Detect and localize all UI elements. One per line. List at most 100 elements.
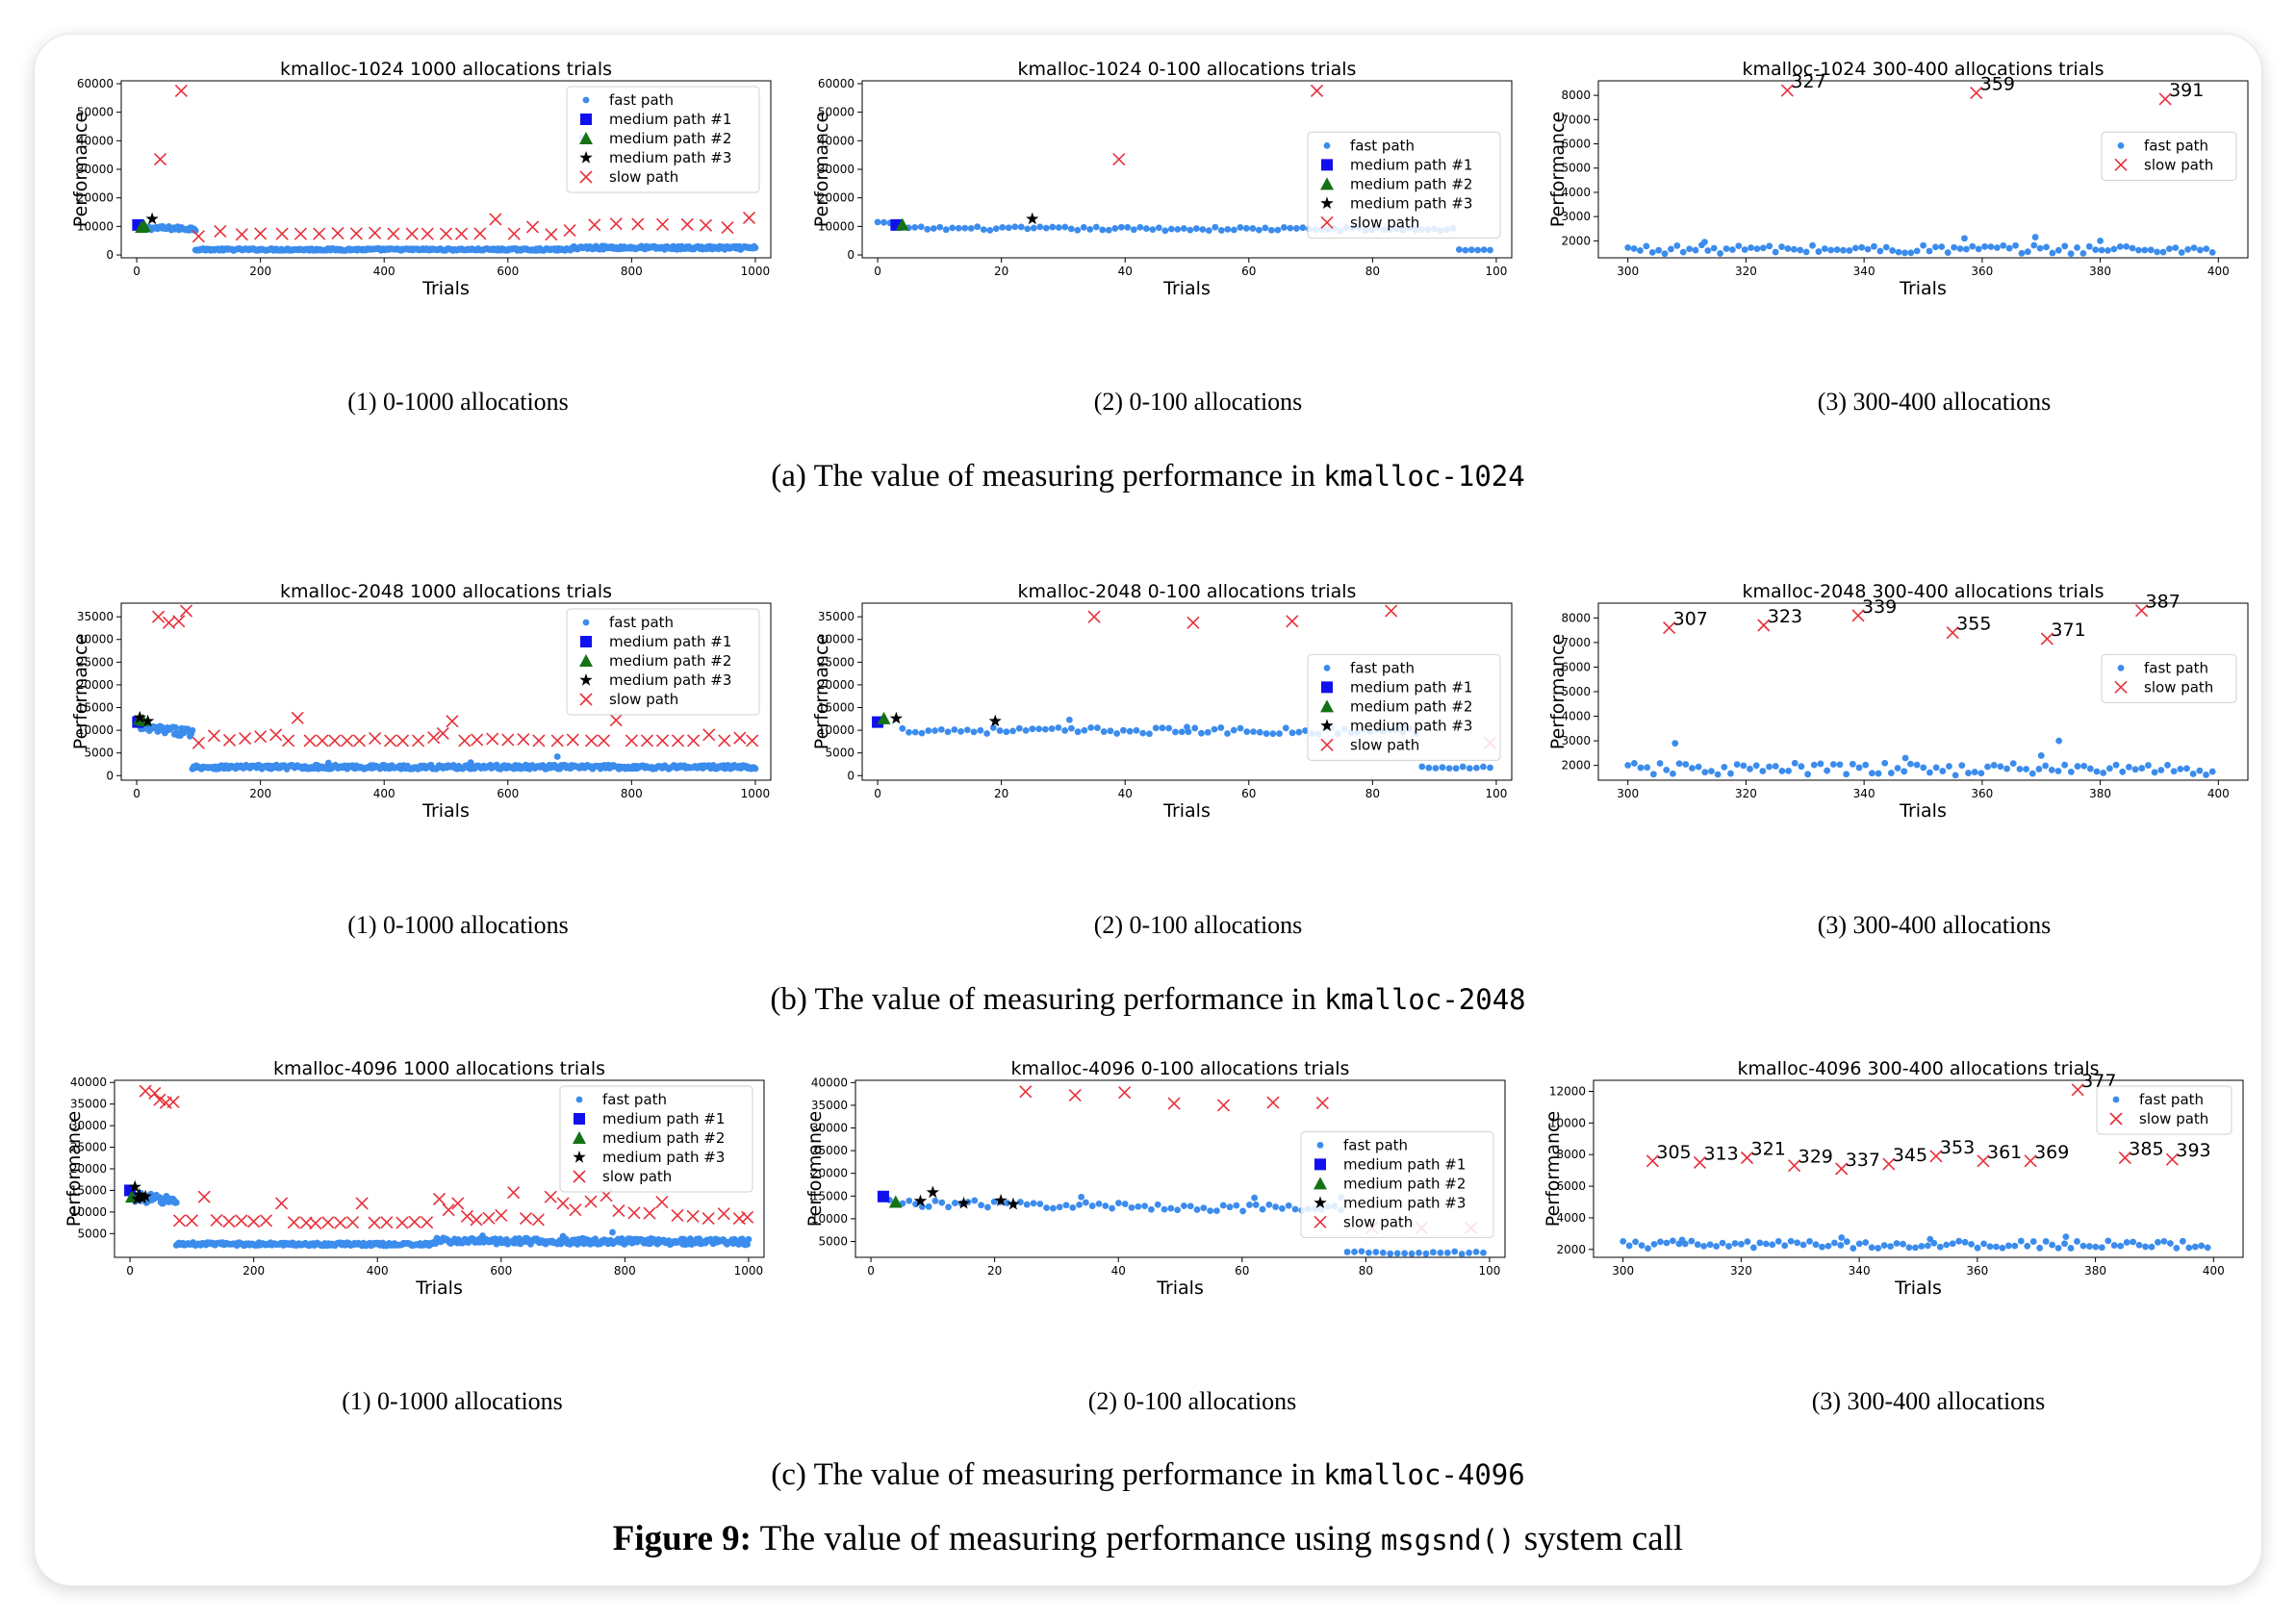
fast-path-point (1282, 724, 1289, 732)
fast-path-point (1251, 1194, 1259, 1202)
fast-path-point (2167, 1240, 2174, 1247)
slow-path-point (643, 1206, 656, 1220)
point-annotation: 353 (1940, 1137, 1975, 1158)
y-tick-label: 7000 (1561, 636, 1591, 649)
slow-path-point (1266, 1096, 1280, 1109)
fast-path-point (2189, 771, 2197, 777)
fast-path-point (1061, 223, 1069, 231)
x-tick-label: 360 (1971, 787, 1993, 800)
fast-path-point (1086, 226, 1094, 233)
y-tick-label: 8000 (1556, 1148, 1586, 1161)
fast-path-point (1082, 1199, 1089, 1206)
fast-path-point (1167, 1204, 1175, 1212)
fast-path-point (2061, 1240, 2068, 1248)
legend-label: fast path (2139, 1091, 2204, 1108)
fast-path-point (1864, 245, 1872, 253)
slow-path-point (1645, 1154, 1659, 1168)
fast-path-point (752, 244, 759, 252)
slow-path-point (334, 1216, 347, 1229)
slow-path-point (702, 728, 716, 742)
fast-path-point (1102, 1202, 1110, 1209)
y-tick-label: 35000 (70, 1098, 107, 1111)
fast-path-point (2183, 765, 2190, 772)
slow-path-point (2024, 1154, 2037, 1168)
x-axis-label: Trials (1162, 800, 1211, 822)
slow-path-point (408, 1215, 421, 1228)
slow-path-point (627, 1206, 641, 1220)
point-annotation: 385 (2129, 1139, 2163, 1160)
fast-path-point (2012, 241, 2019, 249)
y-tick-label: 35000 (77, 610, 114, 623)
fast-path-point (1178, 728, 1186, 736)
fast-path-point (1791, 759, 1799, 767)
fast-path-point (1993, 1243, 2000, 1251)
fast-path-point (1753, 245, 1761, 253)
fast-path-point (1663, 1239, 1671, 1247)
fast-path-point (1005, 224, 1012, 232)
fast-path-point (942, 226, 950, 234)
y-tick-label: 10000 (818, 723, 855, 737)
fast-path-point (2011, 1242, 2019, 1250)
y-tick-label: 50000 (77, 106, 114, 119)
fast-path-point (1958, 762, 1966, 770)
fast-path-point (1458, 1251, 1466, 1257)
y-tick-label: 10000 (811, 1212, 848, 1226)
fast-path-point (1467, 246, 1475, 254)
slow-path-point (2040, 632, 2054, 645)
fast-path-point (1067, 724, 1075, 732)
y-axis-label: Performance (811, 634, 832, 749)
slow-path-point (718, 734, 731, 747)
fast-path-point (2123, 242, 2130, 250)
fast-path-point (1749, 1244, 1757, 1252)
point-annotation: 345 (1893, 1145, 1927, 1166)
slow-path-point (299, 1216, 313, 1229)
fast-path-point (924, 225, 931, 233)
fast-path-point (1062, 1202, 1070, 1209)
fast-path-point (1901, 768, 1908, 775)
legend-label: medium path #3 (1343, 1194, 1466, 1211)
x-tick-label: 20 (994, 265, 1008, 278)
fast-path-point (1836, 761, 1844, 769)
slow-path-point (1068, 1089, 1082, 1102)
fast-path-point (983, 1203, 991, 1211)
legend-marker (579, 693, 593, 706)
x-tick-label: 400 (373, 265, 395, 278)
fast-path-point (1990, 762, 1998, 769)
point-annotation: 355 (1956, 614, 1991, 635)
y-tick-label: 12000 (1549, 1085, 1586, 1099)
fast-path-point (1663, 766, 1671, 773)
slow-path-point (316, 734, 329, 747)
y-tick-label: 40000 (811, 1076, 848, 1089)
fast-path-point (1117, 223, 1125, 231)
fast-path-point (1682, 761, 1690, 768)
y-axis-label: Performance (70, 112, 91, 227)
fast-path-point (1237, 724, 1244, 732)
point-annotation: 391 (2169, 80, 2204, 101)
fast-path-point (1671, 740, 1679, 747)
fast-path-point (2016, 765, 2024, 772)
y-axis-label: Performance (1543, 1111, 1564, 1227)
fast-path-point (2198, 1242, 2206, 1250)
y-tick-label: 5000 (84, 747, 114, 760)
fast-path-point (906, 728, 912, 736)
point-annotation: 305 (1656, 1142, 1691, 1163)
fast-path-point (1722, 245, 1730, 252)
fast-path-point (559, 1232, 567, 1240)
legend: fast path slow path (2101, 131, 2237, 181)
fast-path-point (609, 1228, 616, 1236)
slow-path-point (172, 1214, 187, 1228)
fast-path-point (1199, 226, 1207, 233)
legend-marker (579, 654, 593, 667)
fast-path-point (1113, 730, 1121, 737)
fast-path-point (1843, 771, 1850, 778)
fast-path-point (2203, 772, 2209, 778)
fast-path-point (1981, 242, 1988, 250)
point-annotation: 393 (2176, 1140, 2210, 1161)
y-tick-label: 15000 (818, 701, 855, 715)
y-tick-label: 20000 (77, 678, 114, 692)
x-tick-label: 800 (621, 787, 643, 800)
fast-path-point (2172, 244, 2180, 252)
row-caption-b: (b) The value of measuring performance i… (35, 982, 2261, 1018)
slow-path-point (609, 217, 623, 231)
fast-path-point (1901, 754, 1909, 762)
